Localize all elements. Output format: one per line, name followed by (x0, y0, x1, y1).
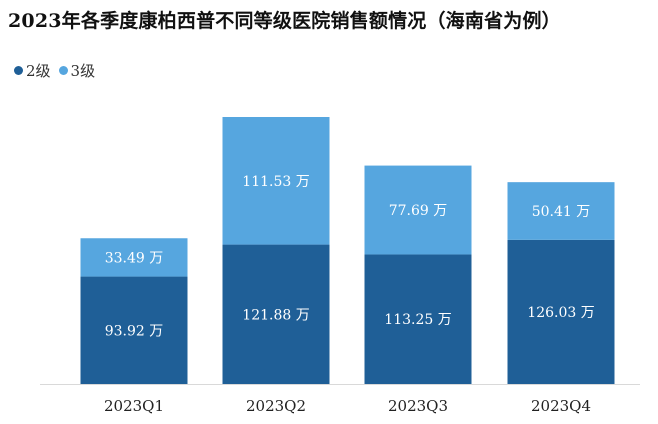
bar-series-1-2023Q3 (364, 254, 472, 384)
data-label-series-2-2023Q3: 77.69 万 (389, 203, 448, 219)
x-tick-label-2023Q4: 2023Q4 (531, 397, 591, 415)
bar-series-1-2023Q1 (80, 276, 188, 384)
legend-label-series-1: 2级 (26, 62, 51, 80)
data-label-series-1-2023Q2: 121.88 万 (242, 307, 309, 323)
legend-swatch-series-2 (58, 66, 68, 75)
bar-series-2-2023Q1 (80, 238, 188, 277)
legend-item-series-2: 3级 (58, 60, 96, 81)
bar-series-1-2023Q4 (507, 239, 615, 384)
legend-item-series-1: 2级 (14, 60, 51, 81)
data-label-series-2-2023Q1: 33.49 万 (105, 250, 164, 266)
bar-series-2-2023Q3 (364, 165, 472, 255)
x-tick-label-2023Q1: 2023Q1 (104, 397, 164, 415)
data-label-series-1-2023Q3: 113.25 万 (384, 312, 451, 328)
legend: 2级 3级 (14, 60, 103, 81)
chart-title: 2023年各季度康柏西普不同等级医院销售额情况（海南省为例） (8, 10, 561, 32)
bar-series-1-2023Q2 (222, 244, 330, 384)
x-tick-label-2023Q3: 2023Q3 (388, 397, 448, 415)
data-label-series-2-2023Q2: 111.53 万 (242, 174, 309, 190)
x-tick-label-2023Q2: 2023Q2 (246, 397, 306, 415)
bar-series-2-2023Q2 (222, 117, 330, 245)
data-label-series-1-2023Q4: 126.03 万 (527, 305, 594, 321)
legend-swatch-series-1 (14, 66, 23, 75)
bar-series-2-2023Q4 (507, 182, 615, 240)
data-label-series-2-2023Q4: 50.41 万 (532, 204, 591, 220)
data-label-series-1-2023Q1: 93.92 万 (105, 323, 164, 339)
legend-label-series-2: 3级 (70, 62, 96, 80)
